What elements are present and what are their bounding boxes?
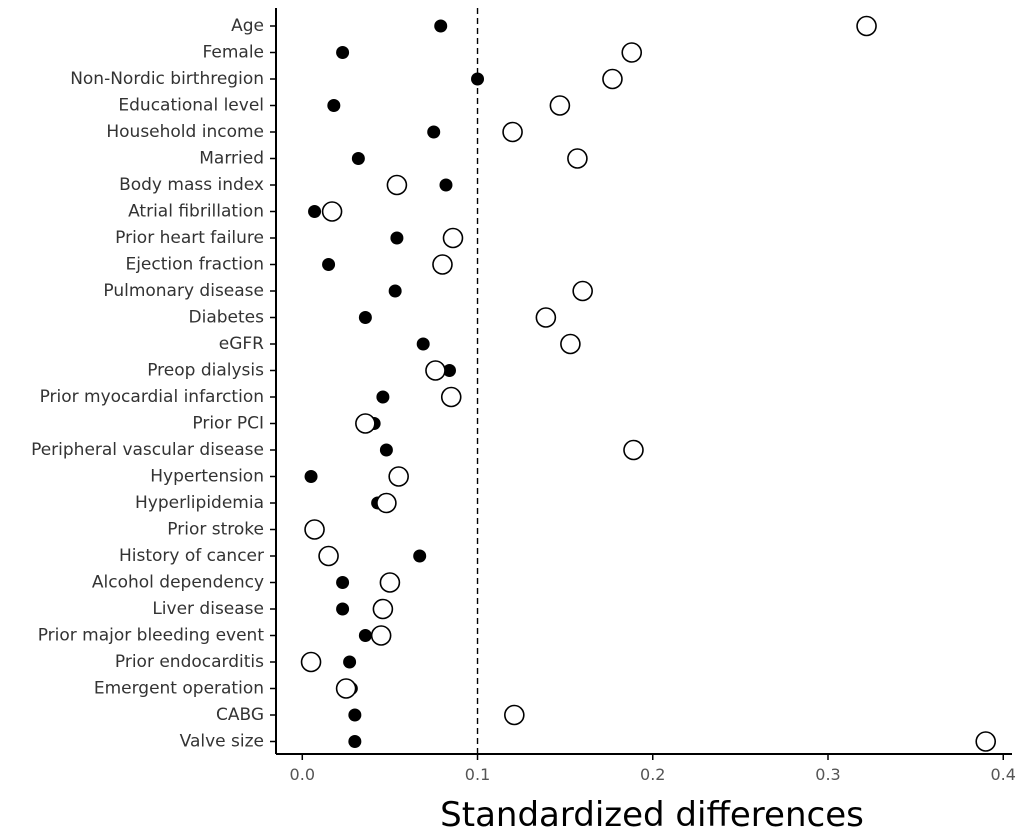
filled-point: [336, 46, 350, 59]
open-point: [372, 598, 394, 620]
category-label: Prior endocarditis: [115, 652, 264, 672]
filled-point: [390, 231, 404, 245]
open-point: [567, 148, 588, 169]
open-point: [502, 121, 523, 143]
open-point: [602, 68, 623, 90]
category-label: Hyperlipidemia: [135, 493, 264, 513]
category-label: Peripheral vascular disease: [31, 440, 264, 460]
category-label: Prior PCI: [192, 414, 264, 434]
open-point: [321, 201, 343, 222]
filled-point: [351, 152, 365, 165]
filled-point: [413, 549, 427, 563]
filled-point: [348, 735, 362, 748]
category-label: Atrial fibrillation: [128, 202, 264, 222]
filled-point: [442, 364, 456, 377]
category-label: Female: [203, 43, 264, 63]
filled-point: [304, 470, 318, 483]
open-point: [623, 439, 644, 461]
filled-point: [427, 125, 441, 139]
open-point: [425, 360, 446, 381]
open-point: [535, 307, 557, 328]
category-label: Body mass index: [119, 175, 264, 195]
open-point: [856, 15, 877, 37]
x-tick-label: 0.2: [640, 765, 665, 784]
filled-point: [348, 708, 362, 722]
category-label: CABG: [216, 705, 264, 725]
open-point: [376, 492, 397, 514]
category-label: Liver disease: [152, 599, 264, 619]
filled-point: [327, 99, 341, 112]
filled-series: [304, 19, 485, 748]
filled-point: [308, 205, 322, 218]
open-series: [300, 15, 997, 752]
category-label: Valve size: [180, 732, 264, 752]
open-point: [386, 174, 408, 196]
category-label: Pulmonary disease: [103, 281, 264, 301]
open-point: [621, 42, 643, 63]
x-axis-label: Standardized differences: [440, 795, 864, 835]
filled-point: [343, 655, 357, 669]
filled-point: [358, 629, 372, 642]
filled-point: [434, 19, 448, 33]
x-tick-label: 0.0: [290, 765, 315, 784]
filled-point: [358, 311, 372, 324]
category-label: eGFR: [219, 334, 264, 354]
open-point: [549, 95, 571, 116]
category-label: Prior major bleeding event: [38, 626, 265, 646]
category-label: Hypertension: [150, 467, 264, 487]
open-point: [442, 227, 464, 249]
x-tick-label: 0.3: [815, 765, 840, 784]
open-point: [572, 280, 593, 302]
open-point: [318, 545, 339, 567]
filled-point: [388, 284, 402, 298]
category-label: Household income: [106, 122, 264, 142]
x-tick-label: 0.1: [465, 765, 490, 784]
category-label: Prior myocardial infarction: [40, 387, 264, 407]
open-point: [335, 678, 357, 699]
open-point: [388, 466, 409, 487]
category-label: History of cancer: [119, 546, 264, 566]
category-label: Alcohol dependency: [92, 573, 264, 593]
category-labels: Age Female Non-Nordic birthregion Education…: [31, 16, 264, 752]
open-point: [370, 625, 392, 646]
category-label: Diabetes: [189, 308, 265, 328]
open-point: [355, 413, 376, 434]
category-label: Educational level: [118, 96, 264, 116]
category-label: Preop dialysis: [147, 361, 264, 381]
open-point: [504, 704, 525, 726]
x-tick-label: 0.4: [991, 765, 1016, 784]
category-label: Non-Nordic birthregion: [70, 69, 264, 89]
filled-point: [379, 443, 393, 457]
open-point: [440, 386, 462, 408]
filled-point: [416, 337, 430, 351]
filled-point: [336, 602, 350, 616]
category-label: Ejection fraction: [125, 255, 264, 275]
open-point: [432, 254, 453, 275]
filled-point: [376, 390, 390, 404]
filled-point: [439, 178, 453, 192]
category-label: Prior stroke: [167, 520, 264, 540]
category-label: Age: [231, 16, 264, 36]
open-point: [304, 519, 325, 540]
category-label: Emergent operation: [94, 679, 264, 699]
filled-point: [471, 72, 485, 86]
open-point: [560, 333, 581, 355]
category-label: Married: [199, 149, 264, 169]
category-label: Prior heart failure: [115, 228, 264, 248]
filled-point: [336, 576, 350, 589]
filled-point: [322, 258, 336, 271]
open-point: [379, 572, 401, 593]
open-point: [975, 731, 997, 752]
x-axis-ticks: 0.0 0.1 0.2 0.3 0.4: [290, 754, 1016, 784]
open-point: [300, 651, 322, 673]
